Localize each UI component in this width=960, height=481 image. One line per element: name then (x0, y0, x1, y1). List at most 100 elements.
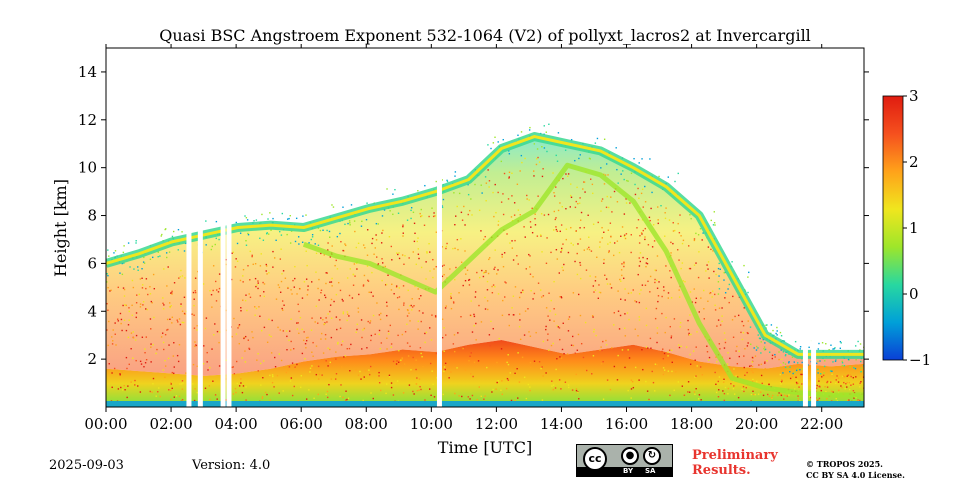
noise-pixel (305, 339, 308, 342)
noise-pixel (592, 355, 595, 357)
noise-pixel (579, 219, 582, 221)
noise-pixel (714, 371, 716, 374)
noise-pixel (378, 382, 381, 384)
license-badge[interactable]: cc ● ↻ BY SA (576, 444, 673, 477)
noise-pixel (306, 294, 309, 296)
noise-pixel (107, 286, 109, 289)
noise-pixel (611, 211, 613, 213)
noise-pixel (740, 331, 742, 334)
noise-pixel (724, 271, 726, 274)
noise-pixel (530, 290, 532, 292)
noise-pixel (568, 386, 570, 389)
noise-pixel (411, 306, 414, 308)
copyright-line2: CC BY SA 4.0 License. (806, 470, 905, 480)
noise-pixel (274, 365, 277, 368)
noise-pixel (654, 278, 656, 281)
noise-pixel (506, 361, 508, 364)
noise-pixel (502, 299, 504, 302)
noise-pixel (283, 304, 285, 306)
noise-pixel (238, 385, 241, 387)
noise-pixel (386, 348, 388, 350)
noise-pixel (620, 280, 622, 282)
noise-pixel (843, 364, 846, 367)
noise-pixel (119, 272, 121, 274)
noise-pixel (366, 347, 368, 349)
noise-pixel (485, 182, 488, 184)
noise-pixel (703, 318, 705, 320)
noise-pixel (849, 366, 851, 368)
noise-pixel (466, 269, 469, 271)
noise-pixel (501, 253, 503, 256)
noise-pixel (307, 285, 309, 287)
noise-pixel (441, 205, 443, 207)
noise-pixel (511, 172, 513, 175)
noise-pixel (392, 193, 394, 195)
noise-pixel (727, 352, 729, 354)
noise-pixel (420, 320, 422, 323)
noise-pixel (669, 394, 671, 397)
noise-pixel (710, 219, 712, 222)
noise-pixel (508, 153, 511, 155)
noise-pixel (310, 329, 313, 331)
noise-pixel (540, 367, 542, 370)
noise-pixel (751, 365, 754, 368)
noise-pixel (291, 394, 294, 397)
noise-pixel (467, 183, 469, 186)
noise-pixel (637, 219, 640, 221)
noise-pixel (249, 250, 251, 253)
noise-pixel (638, 301, 641, 304)
noise-pixel (559, 230, 561, 233)
noise-pixel (794, 388, 796, 390)
noise-pixel (474, 183, 476, 186)
noise-pixel (832, 391, 834, 393)
noise-pixel (342, 396, 344, 399)
noise-pixel (670, 349, 673, 351)
noise-pixel (141, 277, 143, 279)
noise-pixel (492, 388, 494, 391)
noise-pixel (717, 267, 720, 270)
noise-pixel (204, 387, 207, 389)
noise-pixel (164, 228, 166, 231)
noise-pixel (454, 224, 456, 226)
noise-pixel (849, 374, 851, 376)
noise-pixel (688, 332, 690, 335)
noise-pixel (692, 350, 695, 352)
noise-pixel (539, 234, 542, 236)
noise-pixel (409, 320, 411, 322)
noise-pixel (613, 312, 616, 314)
noise-pixel (305, 347, 307, 349)
noise-pixel (424, 184, 426, 187)
noise-pixel (641, 348, 643, 351)
noise-pixel (476, 271, 478, 274)
noise-pixel (461, 395, 463, 398)
noise-pixel (155, 352, 157, 355)
noise-pixel (646, 257, 648, 260)
noise-pixel (332, 206, 335, 208)
noise-pixel (339, 289, 342, 292)
noise-pixel (432, 276, 434, 279)
noise-pixel (325, 272, 327, 274)
noise-pixel (555, 217, 557, 219)
noise-pixel (320, 338, 322, 340)
noise-pixel (326, 321, 328, 323)
noise-pixel (607, 174, 609, 176)
noise-pixel (497, 220, 500, 223)
noise-pixel (455, 266, 457, 269)
noise-pixel (795, 369, 798, 372)
noise-pixel (579, 227, 581, 229)
noise-pixel (367, 280, 370, 282)
noise-pixel (294, 366, 296, 368)
noise-pixel (218, 365, 221, 367)
noise-pixel (724, 292, 727, 294)
noise-pixel (181, 231, 183, 233)
noise-pixel (406, 342, 409, 344)
noise-pixel (545, 131, 547, 133)
x-tick-label: 02:00 (149, 415, 192, 433)
noise-pixel (517, 134, 519, 136)
noise-pixel (646, 390, 649, 392)
noise-pixel (605, 163, 608, 165)
noise-pixel (574, 159, 576, 162)
noise-pixel (351, 297, 354, 299)
noise-pixel (664, 212, 666, 214)
noise-pixel (623, 213, 626, 215)
